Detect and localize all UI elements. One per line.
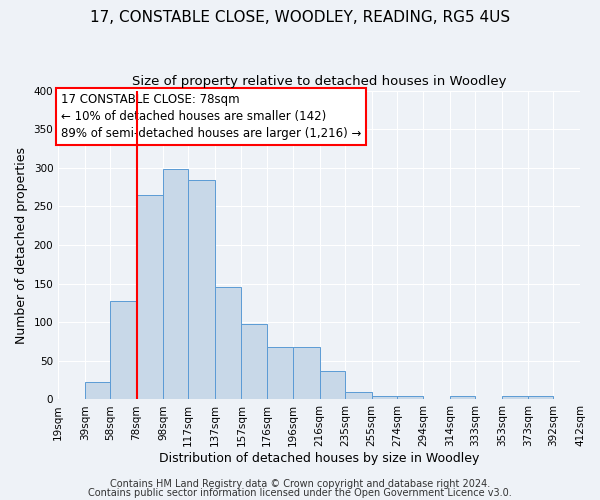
Bar — [371, 396, 397, 400]
Text: 17, CONSTABLE CLOSE, WOODLEY, READING, RG5 4US: 17, CONSTABLE CLOSE, WOODLEY, READING, R… — [90, 10, 510, 25]
Bar — [241, 324, 266, 400]
Bar — [293, 347, 320, 400]
Bar — [397, 396, 424, 400]
Bar — [266, 347, 293, 400]
Text: 17 CONSTABLE CLOSE: 78sqm
← 10% of detached houses are smaller (142)
89% of semi: 17 CONSTABLE CLOSE: 78sqm ← 10% of detac… — [61, 93, 361, 140]
Text: Contains public sector information licensed under the Open Government Licence v3: Contains public sector information licen… — [88, 488, 512, 498]
Bar — [450, 396, 475, 400]
Bar — [215, 286, 241, 400]
X-axis label: Distribution of detached houses by size in Woodley: Distribution of detached houses by size … — [159, 452, 479, 465]
Bar — [528, 396, 553, 400]
Bar — [188, 180, 215, 400]
Bar — [163, 170, 188, 400]
Title: Size of property relative to detached houses in Woodley: Size of property relative to detached ho… — [132, 75, 506, 88]
Bar — [345, 392, 371, 400]
Bar — [320, 371, 345, 400]
Bar — [85, 382, 110, 400]
Text: Contains HM Land Registry data © Crown copyright and database right 2024.: Contains HM Land Registry data © Crown c… — [110, 479, 490, 489]
Bar — [502, 396, 528, 400]
Bar — [110, 300, 137, 400]
Y-axis label: Number of detached properties: Number of detached properties — [15, 146, 28, 344]
Bar — [137, 195, 163, 400]
